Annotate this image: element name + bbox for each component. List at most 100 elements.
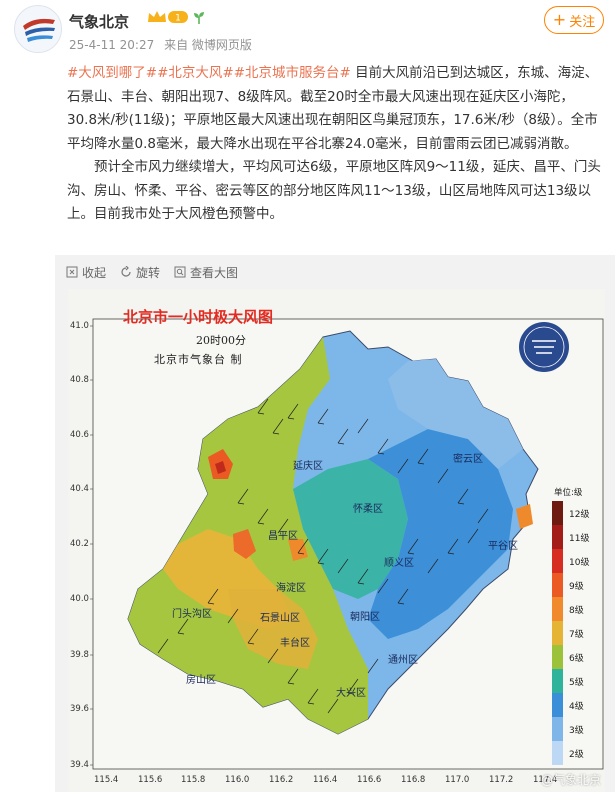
y-tick: 40.2 [70,539,89,549]
legend-swatch [552,645,563,669]
post-source: 来自 微博网页版 [164,38,252,52]
legend-swatch [552,525,563,549]
wind-barbs [157,398,489,714]
legend-label: 4级 [569,701,584,712]
hashtag-beijing-dafeng[interactable]: #北京大风# [157,65,234,81]
y-tick: 39.4 [70,760,89,770]
legend-swatch [552,669,563,693]
zoom-icon [174,266,186,278]
legend-label: 12级 [569,509,590,520]
view-large-button[interactable]: 查看大图 [174,264,238,281]
district-shijingshan: 石景山区 [260,613,300,624]
y-tick: 39.8 [70,650,89,660]
zone-level5-plain [293,459,408,599]
paragraph-1: #大风到哪了##北京大风##北京城市服务台# 目前大风前沿已到达城区，东城、海淀… [67,62,607,156]
vip-level: 1 [175,14,181,24]
district-chaoyang: 朝阳区 [350,612,380,623]
legend-item: 7级 [552,621,602,645]
district-pinggu: 平谷区 [488,541,518,552]
legend-item: 4级 [552,693,602,717]
district-tongzhou: 通州区 [388,655,418,666]
legend-label: 2级 [569,749,584,760]
y-tick: 39.6 [70,704,89,714]
collapse-label: 收起 [82,265,107,280]
x-tick: 115.8 [181,775,206,785]
collapse-icon [66,266,78,278]
wind-map-image[interactable]: 北京市一小时极大风图 20时00分 北京市气象台 制 延庆区 怀柔区 密云区 平… [68,289,605,792]
map-title: 北京市一小时极大风图 [123,308,274,326]
legend-label: 8级 [569,605,584,616]
axis-ticks [90,325,93,766]
legend-item: 5级 [552,669,602,693]
map-legend: 单位:级 12级 11级 10级 9级 8级 7级 6级 5级 4级 3级 2级 [552,486,602,765]
legend-item: 3级 [552,717,602,741]
watermark: @气象北京 [540,773,601,787]
legend-swatch [552,549,563,573]
y-tick: 40.8 [70,375,89,385]
district-fangshan: 房山区 [186,675,216,686]
image-toolbar: 收起 旋转 查看大图 [66,263,238,281]
post-content: #大风到哪了##北京大风##北京城市服务台# 目前大风前沿已到达城区，东城、海淀… [67,62,607,227]
follow-button[interactable]: + 关注 [544,6,604,34]
legend-label: 9级 [569,581,584,592]
legend-swatch [552,717,563,741]
legend-swatch [552,597,563,621]
legend-item: 12级 [552,501,602,525]
district-changping: 昌平区 [268,531,298,542]
legend-label: 5级 [569,677,584,688]
y-tick: 40.4 [70,484,89,494]
zone-level8-pinggu [516,504,533,529]
author-avatar[interactable] [14,5,62,53]
map-time: 20时00分 [196,334,246,347]
post-meta: 25-4-11 20:27 来自 微博网页版 [69,36,258,53]
legend-swatch [552,693,563,717]
legend-swatch [552,621,563,645]
zone-level9-yanqing [215,461,226,474]
x-tick: 116.6 [357,775,382,785]
district-haidian: 海淀区 [276,583,306,594]
rotate-icon [121,266,131,277]
x-tick: 117.4 [533,775,558,785]
x-tick: 117.0 [445,775,470,785]
hashtag-dafeng[interactable]: #大风到哪了# [67,65,158,81]
district-yanqing: 延庆区 [293,461,323,472]
post-timestamp[interactable]: 25-4-11 20:27 [69,38,155,52]
rotate-label: 旋转 [136,265,161,280]
legend-label: 10级 [569,557,590,568]
y-tick: 40.0 [70,594,89,604]
sprout-icon[interactable] [192,10,206,29]
zone-level8-central [288,539,308,561]
district-huairou: 怀柔区 [353,504,383,515]
x-tick: 116.2 [269,775,294,785]
legend-swatch [552,501,563,525]
legend-label: 3级 [569,725,584,736]
legend-item: 8级 [552,597,602,621]
view-large-label: 查看大图 [190,265,239,280]
legend-item: 11级 [552,525,602,549]
legend-title: 单位:级 [554,488,583,498]
zone-level3-ne [388,359,523,469]
post-header: 气象北京 1 25-4-11 20:27 来自 微博网页版 + 关注 [14,5,604,55]
zone-level7-b [228,589,318,669]
rotate-button[interactable]: 旋转 [120,264,160,281]
district-miyun: 密云区 [453,454,483,465]
district-mentougou: 门头沟区 [172,609,212,620]
y-tick: 40.6 [70,430,89,440]
paragraph-1-text: 目前大风前沿已到达城区，东城、海淀、石景山、丰台、朝阳出现7、8级阵风。截至20… [67,65,599,152]
legend-item: 10级 [552,549,602,573]
district-fengtai: 丰台区 [280,638,310,649]
paragraph-2: 预计全市风力继续增大，平均风可达6级，平原地区阵风9～11级，延庆、昌平、门头沟… [67,159,601,222]
legend-swatch [552,573,563,597]
x-tick: 115.4 [94,775,119,785]
legend-swatch [552,741,563,765]
plus-icon: + [552,10,567,29]
legend-label: 7级 [569,629,584,640]
hashtag-city-service[interactable]: #北京城市服务台# [233,65,351,81]
x-tick: 116.8 [401,775,426,785]
x-tick: 116.4 [313,775,338,785]
collapse-button[interactable]: 收起 [66,264,106,281]
y-tick: 41.0 [70,321,89,331]
author-name[interactable]: 气象北京 [69,13,130,31]
vip-crown-icon[interactable]: 1 [146,9,190,29]
x-tick: 117.2 [489,775,514,785]
